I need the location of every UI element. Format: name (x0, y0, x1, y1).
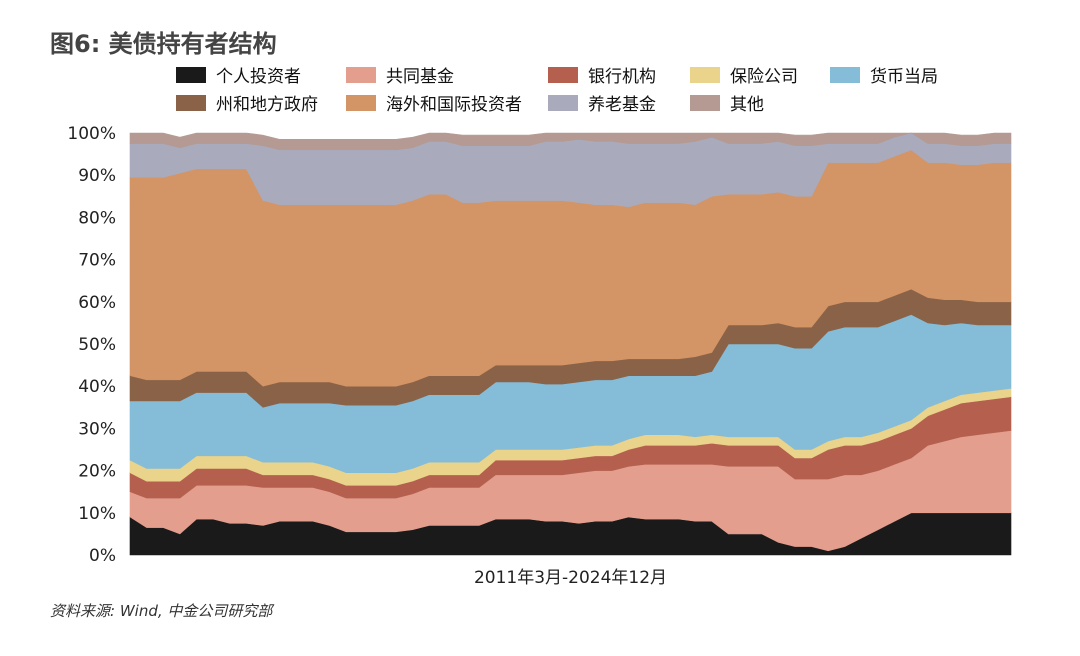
legend-swatch (830, 66, 860, 83)
legend-label: 货币当局 (870, 67, 938, 87)
y-tick-label: 60% (78, 293, 116, 313)
y-tick-label: 40% (78, 377, 116, 397)
legend-item: 保险公司 (690, 62, 798, 87)
legend-swatch (690, 94, 720, 111)
y-tick-label: 0% (89, 546, 116, 566)
series-area-9 (129, 132, 1012, 151)
legend-item: 养老基金 (548, 90, 656, 115)
y-tick-label: 100% (67, 124, 116, 144)
legend-swatch (346, 66, 376, 83)
source-note: 资料来源: Wind, 中金公司研究部 (50, 602, 273, 620)
legend-label: 保险公司 (730, 67, 798, 87)
legend-swatch (548, 94, 578, 111)
legend-swatch (176, 66, 206, 83)
y-tick-label: 30% (78, 419, 116, 439)
legend-label: 其他 (730, 95, 764, 115)
legend-item: 货币当局 (830, 62, 938, 87)
legend-item: 其他 (690, 90, 764, 115)
y-tick-label: 90% (78, 166, 116, 186)
legend-label: 海外和国际投资者 (386, 95, 522, 115)
legend-label: 共同基金 (386, 67, 454, 87)
legend-swatch (548, 66, 578, 83)
legend-item: 个人投资者 (176, 62, 301, 87)
legend-label: 个人投资者 (216, 67, 301, 87)
legend-swatch (346, 94, 376, 111)
y-tick-label: 20% (78, 462, 116, 482)
legend-item: 海外和国际投资者 (346, 90, 522, 115)
legend-label: 养老基金 (588, 95, 656, 115)
legend-swatch (176, 94, 206, 111)
legend-item: 州和地方政府 (176, 90, 318, 115)
legend-swatch (690, 66, 720, 83)
legend-label: 银行机构 (588, 67, 656, 87)
legend-item: 共同基金 (346, 62, 454, 87)
y-tick-label: 10% (78, 504, 116, 524)
chart-title: 图6: 美债持有者结构 (50, 30, 277, 58)
x-axis-label: 2011年3月-2024年12月 (474, 568, 667, 588)
legend-label: 州和地方政府 (216, 95, 318, 115)
y-tick-label: 70% (78, 251, 116, 271)
legend-item: 银行机构 (548, 62, 656, 87)
y-tick-label: 50% (78, 335, 116, 355)
y-tick-label: 80% (78, 208, 116, 228)
